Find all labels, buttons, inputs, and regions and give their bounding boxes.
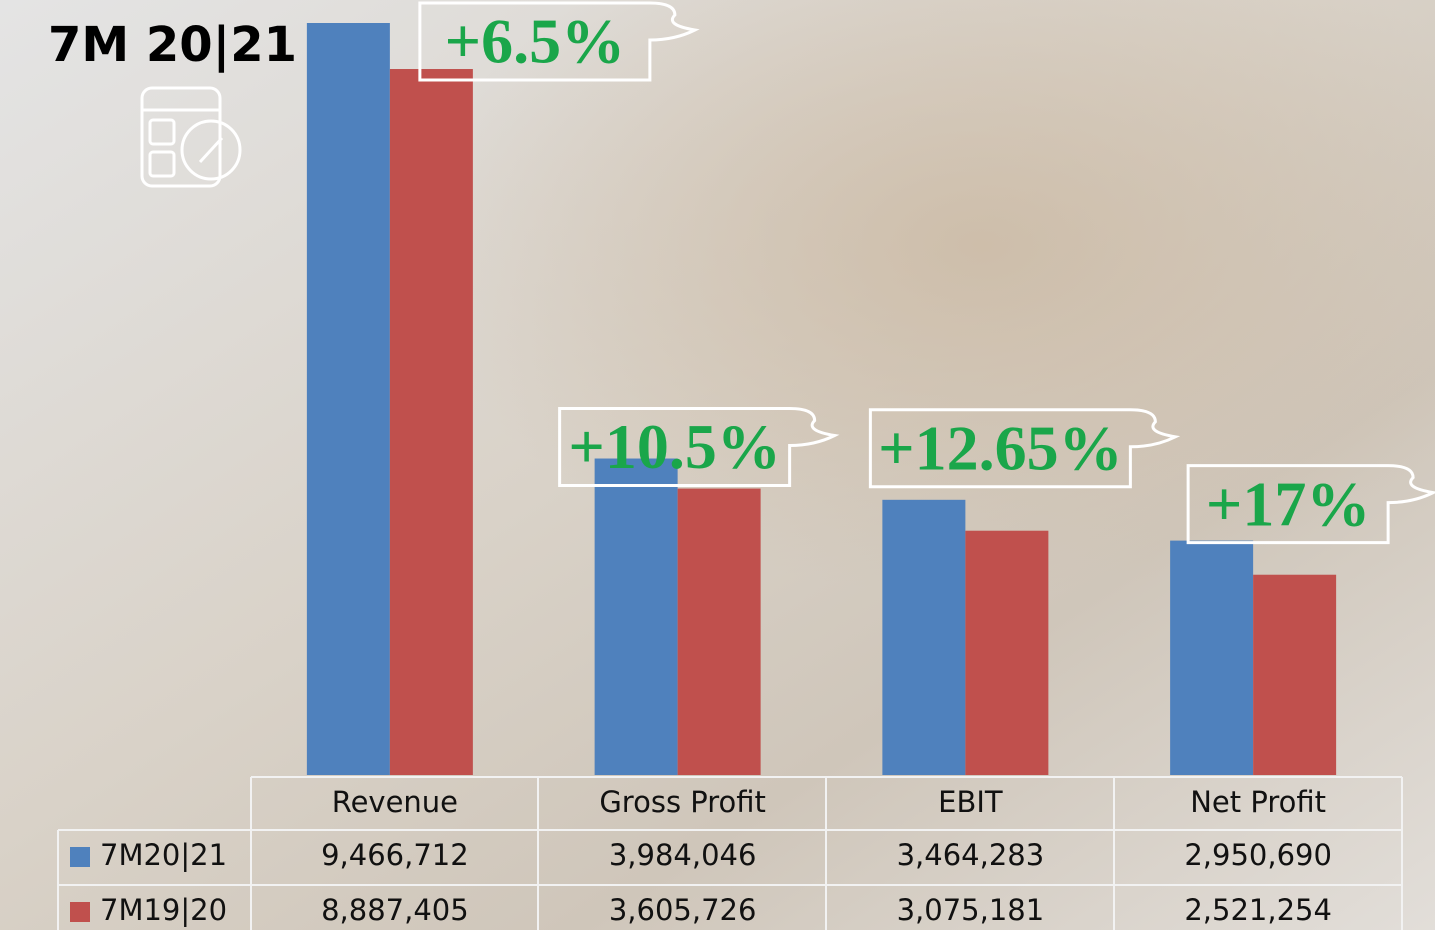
table-value: 9,466,712 bbox=[321, 838, 469, 872]
table-value: 2,521,254 bbox=[1184, 893, 1332, 927]
annotation: +17% bbox=[1206, 468, 1370, 539]
bar bbox=[965, 530, 1049, 775]
bar bbox=[594, 458, 678, 775]
table-value: 3,984,046 bbox=[609, 838, 757, 872]
bar bbox=[389, 69, 473, 776]
annotation: +6.5% bbox=[445, 6, 625, 77]
badge-outline bbox=[558, 407, 840, 488]
legend-label: 7M20|21 bbox=[100, 838, 227, 872]
legend-label: 7M19|20 bbox=[100, 893, 227, 927]
table-value: 2,950,690 bbox=[1184, 838, 1332, 872]
table-value: 8,887,405 bbox=[321, 893, 469, 927]
annotation-badge: +6.5% bbox=[418, 1, 700, 82]
table-value: 3,605,726 bbox=[609, 893, 757, 927]
table-value: 3,464,283 bbox=[897, 838, 1045, 872]
legend-swatch bbox=[70, 847, 90, 867]
badge-outline bbox=[1186, 464, 1435, 545]
bar bbox=[306, 23, 390, 775]
badge-outline bbox=[868, 408, 1181, 489]
badge-outline bbox=[418, 1, 700, 82]
legend-swatch bbox=[70, 902, 90, 922]
bar bbox=[882, 499, 966, 775]
bar bbox=[677, 488, 761, 775]
category-label: Gross Profit bbox=[599, 785, 766, 819]
calculator-icon bbox=[140, 86, 242, 188]
annotation: +10.5% bbox=[568, 411, 780, 482]
category-label: Revenue bbox=[332, 785, 458, 819]
table-grid bbox=[57, 776, 1403, 930]
annotation: +12.65% bbox=[878, 412, 1122, 483]
bar bbox=[1253, 574, 1337, 775]
category-label: Net Profit bbox=[1190, 785, 1326, 819]
annotation-badge: +12.65% bbox=[868, 408, 1181, 489]
chart-title: 7M 20|21 bbox=[48, 17, 297, 73]
table-value: 3,075,181 bbox=[897, 893, 1045, 927]
annotation-badge: +10.5% bbox=[558, 407, 840, 488]
bar bbox=[1170, 540, 1254, 775]
category-label: EBIT bbox=[938, 785, 1003, 819]
annotation-badge: +17% bbox=[1186, 464, 1435, 545]
